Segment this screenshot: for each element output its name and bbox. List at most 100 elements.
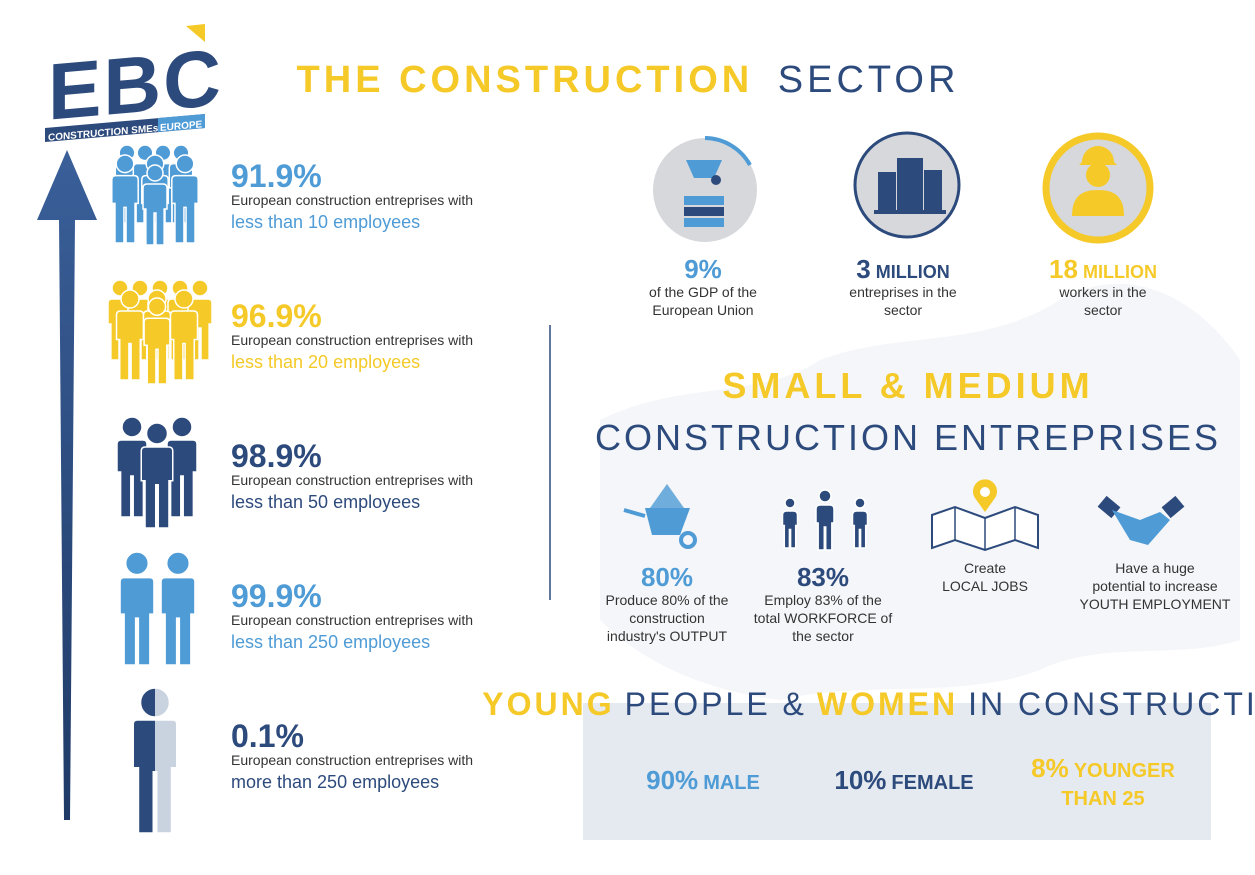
- person-body: [140, 446, 174, 529]
- sector-caption: European Union: [652, 302, 753, 318]
- figure-unit: MILLION: [876, 262, 950, 282]
- person-icon: [116, 416, 148, 518]
- sme-caption: industry's OUTPUT: [607, 628, 728, 644]
- title-part: PEOPLE &: [625, 686, 807, 722]
- logo-accent: [186, 24, 205, 42]
- icon-helmet: [1079, 146, 1117, 165]
- gdp-icon: [653, 136, 757, 242]
- person-body: [111, 174, 139, 244]
- icon-arc: [704, 136, 752, 167]
- figure-number: 9%: [684, 254, 722, 284]
- size-description: European construction entreprises with: [231, 752, 473, 768]
- size-share: 99.9%: [231, 578, 322, 614]
- size-description: European construction entreprises with: [231, 332, 473, 348]
- person-icon: [815, 489, 835, 551]
- person-body: [142, 183, 168, 246]
- person-icon: [119, 551, 155, 666]
- icon-building: [878, 172, 896, 210]
- stat-label: MALE: [703, 772, 760, 794]
- person-head: [174, 289, 194, 309]
- map-background: [600, 283, 1240, 700]
- person-icon: [781, 497, 799, 549]
- size-description: European construction entreprises with: [231, 472, 473, 488]
- person-head: [175, 154, 195, 174]
- growth-arrow: [37, 150, 97, 820]
- young-women-title: YOUNG PEOPLE & WOMEN IN CONSTRUCTION: [482, 686, 1255, 722]
- icon-pin-dot: [980, 487, 990, 497]
- person-body: [116, 439, 148, 518]
- size-share: 98.9%: [231, 438, 322, 474]
- output-icon: [623, 484, 697, 549]
- person-head: [818, 489, 832, 503]
- sme-caption: the sector: [792, 628, 854, 644]
- icon-money: [684, 207, 724, 216]
- title-rest: SECTOR: [778, 59, 960, 101]
- sme-caption: Create: [964, 560, 1006, 576]
- person-body: [119, 576, 155, 666]
- sector-figure: 3 MILLION: [856, 254, 949, 284]
- person-icon: [111, 154, 139, 244]
- icon-circle: [653, 138, 757, 242]
- person-body: [169, 310, 199, 381]
- person-icon: [171, 154, 199, 244]
- icon-hands: [1112, 510, 1170, 545]
- person-icon: [115, 289, 145, 381]
- figure-number: 18: [1049, 254, 1078, 284]
- sme-figure: 83%: [797, 562, 849, 592]
- icon-money: [684, 218, 724, 227]
- person-head: [171, 416, 193, 438]
- stat-label: THAN 25: [1061, 788, 1144, 810]
- sme-caption: total WORKFORCE of: [754, 610, 893, 626]
- title-part: YOUNG: [482, 686, 614, 722]
- worker-icon: [1042, 132, 1154, 244]
- sector-caption: sector: [884, 302, 922, 318]
- icon-cuff: [1161, 495, 1185, 519]
- logo-region: EUROPE: [160, 119, 202, 134]
- sector-title: THE CONSTRUCTION SECTOR: [297, 59, 960, 101]
- logo-band-accent: [158, 114, 205, 132]
- stat-label: FEMALE: [891, 772, 973, 794]
- size-detail: less than 20 employees: [231, 352, 420, 372]
- size-description: European construction entreprises with: [231, 612, 473, 628]
- person-head: [147, 297, 167, 316]
- size-share: 96.9%: [231, 298, 322, 334]
- person-body: [166, 439, 198, 518]
- icon-building: [897, 158, 923, 210]
- person-body: [781, 510, 799, 549]
- sector-caption: entreprises in the: [849, 284, 957, 300]
- enterprise-icon: [853, 131, 961, 239]
- size-detail: less than 250 employees: [231, 632, 430, 652]
- figure-unit: MILLION: [1083, 262, 1157, 282]
- size-detail: less than 50 employees: [231, 492, 420, 512]
- size-share: 0.1%: [231, 718, 304, 754]
- person-icon: [143, 297, 171, 385]
- map-icon: [931, 479, 1039, 552]
- person-body: [115, 310, 145, 381]
- person-head: [139, 687, 155, 718]
- size-detail: less than 10 employees: [231, 212, 420, 232]
- icon-barrow: [686, 160, 722, 178]
- stat-figure: 10%: [834, 765, 886, 795]
- person-body: [143, 317, 171, 385]
- person-body: [851, 510, 869, 549]
- sector-caption: workers in the: [1058, 284, 1146, 300]
- size-share: 91.9%: [231, 158, 322, 194]
- gender-stat: 90% MALE: [646, 765, 760, 795]
- handshake-icon: [1097, 495, 1185, 545]
- person-head: [784, 497, 796, 509]
- title-part: IN CONSTRUCTION: [968, 686, 1255, 722]
- person-body: [160, 576, 196, 666]
- gender-stat: 8% YOUNGER: [1031, 753, 1175, 783]
- sme-caption: construction: [629, 610, 704, 626]
- person-head: [165, 551, 191, 576]
- person-icon: [851, 497, 869, 549]
- size-description: European construction entreprises with: [231, 192, 473, 208]
- title-highlight: THE CONSTRUCTION: [297, 59, 754, 101]
- person-head: [145, 422, 169, 445]
- person-head: [146, 164, 164, 182]
- person-head: [115, 154, 135, 174]
- icon-barrow: [645, 508, 690, 535]
- person-icon: [140, 422, 174, 529]
- person-icon: [160, 551, 196, 666]
- sector-caption: of the GDP of the: [649, 284, 757, 300]
